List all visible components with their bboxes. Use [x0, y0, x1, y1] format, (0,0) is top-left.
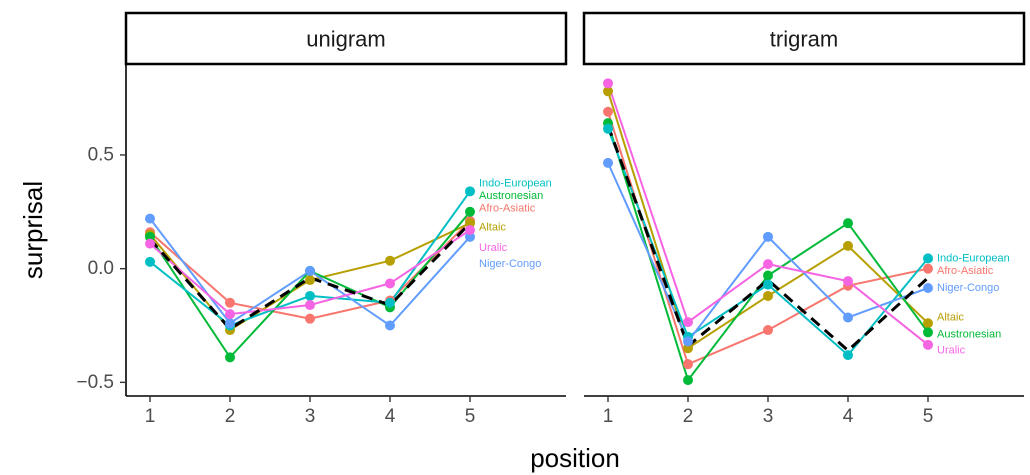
data-point-altaic [305, 275, 315, 286]
series-end-label: Altaic [479, 222, 506, 234]
x-tick-label: 2 [683, 406, 694, 427]
series-end-label: Niger-Congo [479, 258, 541, 270]
x-tick-label: 4 [843, 406, 854, 427]
data-point-niger-congo [763, 231, 773, 242]
series-end-label: Uralic [479, 242, 508, 254]
series-end-label: Afro-Asiatic [479, 202, 536, 214]
data-point-afro-asiatic [923, 263, 933, 274]
data-point-niger-congo [843, 312, 853, 323]
data-point-uralic [305, 300, 315, 311]
data-point-indo-european [603, 123, 613, 134]
series-end-label: Altaic [937, 312, 964, 324]
y-tick-label: 0.5 [88, 144, 114, 165]
data-point-indo-european [923, 253, 933, 264]
x-axis-ticks: 1 2 3 4 5 1 2 3 4 5 [145, 396, 934, 427]
data-point-uralic [225, 309, 235, 320]
data-point-afro-asiatic [305, 313, 315, 324]
strip-box [124, 11, 568, 66]
data-point-afro-asiatic [603, 106, 613, 117]
data-point-austronesian [923, 327, 933, 338]
data-point-austronesian [465, 206, 475, 217]
data-point-indo-european [145, 256, 155, 267]
data-point-niger-congo [145, 213, 155, 224]
x-tick-label: 2 [225, 406, 236, 427]
x-axis-title: position [530, 443, 620, 473]
data-point-austronesian [225, 352, 235, 363]
series-line-altaic [607, 91, 929, 350]
strip-title-trigram: trigram [770, 27, 838, 52]
y-axis-title: surprisal [18, 181, 48, 279]
series-end-label: Indo-European [937, 252, 1010, 264]
strip-title-unigram: unigram [306, 27, 385, 52]
data-point-uralic [923, 339, 933, 350]
mean-line-dashed [148, 222, 472, 331]
data-point-uralic [385, 278, 395, 289]
data-point-niger-congo [385, 320, 395, 331]
x-tick-label: 5 [923, 406, 934, 427]
data-point-austronesian [683, 375, 693, 386]
x-tick-label: 1 [603, 406, 614, 427]
panel-strip-trigram: trigram [582, 11, 1026, 66]
data-point-afro-asiatic [225, 297, 235, 308]
x-tick-label: 3 [305, 406, 316, 427]
data-point-indo-european [763, 279, 773, 290]
x-tick-label: 4 [385, 406, 396, 427]
data-point-uralic [145, 238, 155, 249]
data-point-austronesian [763, 270, 773, 281]
series-end-label: Austronesian [479, 190, 543, 202]
data-point-uralic [465, 225, 475, 235]
data-point-indo-european [385, 297, 395, 308]
series-end-label: Austronesian [937, 329, 1001, 341]
data-point-altaic [923, 318, 933, 329]
data-point-afro-asiatic [763, 325, 773, 336]
series-end-label: Afro-Asiatic [937, 265, 994, 277]
series-end-label: Niger-Congo [937, 282, 999, 294]
data-point-altaic [763, 290, 773, 301]
data-point-altaic [385, 255, 395, 266]
data-point-altaic [603, 86, 613, 97]
data-point-niger-congo [225, 318, 235, 329]
series-end-label: Uralic [937, 345, 966, 357]
data-point-indo-european [465, 186, 475, 197]
y-tick-label: −0.5 [76, 372, 114, 393]
data-point-niger-congo [923, 282, 933, 293]
data-point-uralic [843, 276, 853, 287]
data-point-indo-european [305, 290, 315, 301]
data-point-niger-congo [305, 265, 315, 276]
data-point-uralic [683, 317, 693, 328]
x-tick-label: 3 [763, 406, 774, 427]
panel-strip-unigram: unigram [124, 11, 568, 66]
data-point-uralic [763, 259, 773, 270]
series-end-label: Indo-European [479, 177, 552, 189]
data-point-afro-asiatic [683, 359, 693, 370]
data-point-indo-european [843, 350, 853, 361]
strip-box [582, 11, 1026, 66]
data-point-austronesian [843, 218, 853, 229]
series-line-uralic [607, 82, 929, 346]
x-tick-label: 5 [465, 406, 476, 427]
data-point-niger-congo [603, 157, 613, 168]
data-point-uralic [603, 78, 613, 89]
y-axis-ticks: 0.5 0.0 −0.5 [76, 144, 126, 393]
data-point-niger-congo [683, 336, 693, 347]
x-tick-label: 1 [145, 406, 156, 427]
data-point-altaic [843, 240, 853, 251]
y-tick-label: 0.0 [88, 258, 114, 279]
